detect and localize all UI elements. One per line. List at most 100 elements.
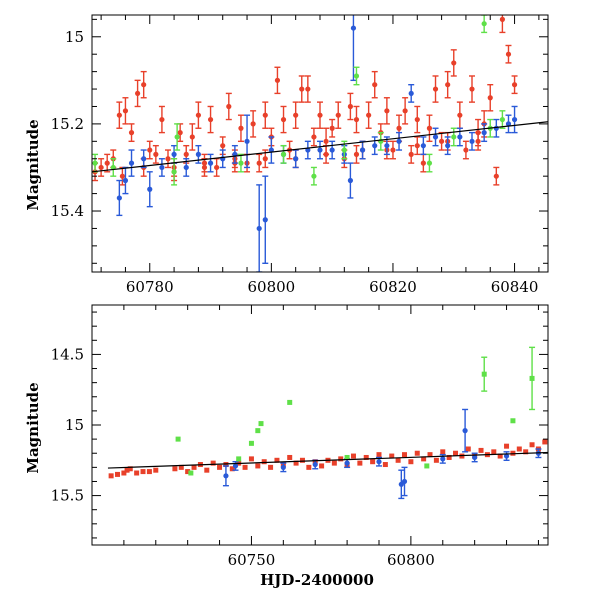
top-panel: 60780 60800 60820 60840 15 15.2 15.4 Magnitude xyxy=(24,14,549,296)
top-series1-point-20 xyxy=(329,140,336,160)
bottom-series0-point-1 xyxy=(115,471,121,477)
top-series0-point-22 xyxy=(225,92,232,121)
bottom-series0-point-4 xyxy=(127,466,133,472)
top-series0-point-68 xyxy=(505,44,512,64)
bottom-series2-point-5 xyxy=(258,421,264,427)
bottom-series2-point-10 xyxy=(510,418,516,424)
top-series2-point-12 xyxy=(481,15,488,34)
top-series2-point-6 xyxy=(310,166,317,186)
bottom-ticks: 60750 60800 14.5 15 15.5 xyxy=(51,305,548,569)
top-series0-point-5 xyxy=(122,97,129,125)
top-series0-point-36 xyxy=(310,127,317,147)
top-series0-point-28 xyxy=(262,101,269,129)
bottom-series0-point-64 xyxy=(523,449,529,455)
bottom-y-tick-label: 15 xyxy=(65,416,84,434)
top-series0-point-31 xyxy=(280,105,287,134)
top-series0-point-56 xyxy=(432,75,439,103)
bottom-series1-point-11 xyxy=(503,451,510,461)
top-series0-point-26 xyxy=(250,110,257,138)
bottom-series0-point-14 xyxy=(204,467,210,473)
top-series1-point-28 xyxy=(408,83,415,103)
bottom-series0-point-23 xyxy=(261,459,267,465)
top-series2-point-1 xyxy=(110,158,117,177)
bottom-panel: 60750 60800 14.5 15 15.5 Magnitude HJD-24000… xyxy=(24,304,549,589)
top-x-tick-label: 60840 xyxy=(491,278,539,296)
top-series1-point-0 xyxy=(116,179,123,217)
top-series1-point-22 xyxy=(347,162,354,199)
bottom-series0-point-28 xyxy=(293,460,299,466)
bottom-series0-point-30 xyxy=(306,464,312,470)
top-series0-point-59 xyxy=(450,49,457,77)
bottom-series2-point-7 xyxy=(344,454,350,460)
bottom-series2-point-1 xyxy=(188,470,194,476)
top-series0-point-9 xyxy=(146,140,153,160)
top-series2-point-8 xyxy=(353,66,360,86)
bottom-series0-point-43 xyxy=(389,453,395,459)
top-series0-point-40 xyxy=(335,101,342,129)
top-series1-point-1 xyxy=(122,166,129,195)
bottom-series0-point-34 xyxy=(331,460,337,466)
bottom-series0-point-41 xyxy=(376,452,382,458)
top-series0-point-10 xyxy=(152,144,159,164)
top-series0-point-39 xyxy=(329,118,336,138)
bottom-series0-point-9 xyxy=(172,466,178,472)
bottom-series0-point-46 xyxy=(408,459,414,465)
top-series0-point-6 xyxy=(128,123,135,143)
bottom-series1-point-7 xyxy=(401,466,408,497)
top-series0-point-24 xyxy=(237,114,244,143)
bottom-series0-point-27 xyxy=(287,454,293,460)
bottom-x-axis-label: HJD-2400000 xyxy=(260,571,374,589)
bottom-series0-point-12 xyxy=(191,464,197,470)
bottom-series0-point-61 xyxy=(504,443,510,449)
top-series1-point-14 xyxy=(262,175,269,264)
top-y-tick-label: 15.2 xyxy=(51,115,84,133)
top-series1-point-29 xyxy=(420,136,427,156)
top-series0-point-69 xyxy=(511,75,518,95)
bottom-series0-point-10 xyxy=(178,464,184,470)
top-series1-point-13 xyxy=(256,184,263,272)
top-series0-point-80 xyxy=(414,136,421,156)
bottom-series1-point-0 xyxy=(222,465,229,487)
top-series2-point-14 xyxy=(499,110,506,129)
bottom-series2-point-11 xyxy=(529,346,536,411)
bottom-series0-point-40 xyxy=(370,459,376,465)
top-series0-point-49 xyxy=(389,140,396,160)
top-series0-point-37 xyxy=(317,101,323,129)
top-series1-point-12 xyxy=(244,114,251,169)
bottom-series0-point-24 xyxy=(268,464,274,470)
top-series0-point-11 xyxy=(158,105,165,134)
top-x-tick-label: 60780 xyxy=(126,278,174,296)
top-series0-point-7 xyxy=(134,79,141,108)
top-series1-point-17 xyxy=(292,149,299,169)
bottom-series0-point-38 xyxy=(357,460,363,466)
bottom-series0-point-7 xyxy=(146,469,152,475)
bottom-series0-point-39 xyxy=(363,454,369,460)
top-series0-point-52 xyxy=(408,144,415,164)
bottom-series0-point-48 xyxy=(421,456,427,462)
top-series1-point-5 xyxy=(158,158,165,177)
bottom-series1-point-8 xyxy=(439,453,446,464)
bottom-series0-point-37 xyxy=(350,453,356,459)
bottom-series2-point-9 xyxy=(481,356,488,392)
top-series2-point-5 xyxy=(280,144,287,164)
bottom-series0-point-35 xyxy=(338,456,344,462)
bottom-series0-point-29 xyxy=(299,457,305,463)
top-series1-point-9 xyxy=(207,153,214,173)
top-series0-point-30 xyxy=(274,66,281,95)
top-series0-point-43 xyxy=(353,105,360,134)
bottom-series0-point-53 xyxy=(453,450,459,456)
bottom-series0-point-50 xyxy=(433,457,439,463)
top-series1-point-2 xyxy=(128,149,135,177)
bottom-series0-point-25 xyxy=(274,457,280,463)
top-series1-point-4 xyxy=(146,171,153,208)
top-series0-point-66 xyxy=(493,166,500,186)
bottom-x-tick-label: 60800 xyxy=(387,551,435,569)
top-series1-point-35 xyxy=(493,118,500,138)
top-series0-point-27 xyxy=(256,153,263,173)
bottom-series0-point-8 xyxy=(153,467,159,473)
top-series0-point-58 xyxy=(444,70,451,99)
top-series2-point-11 xyxy=(450,127,457,147)
top-series0-point-17 xyxy=(195,101,202,129)
bottom-y-axis-label: Magnitude xyxy=(24,382,42,473)
